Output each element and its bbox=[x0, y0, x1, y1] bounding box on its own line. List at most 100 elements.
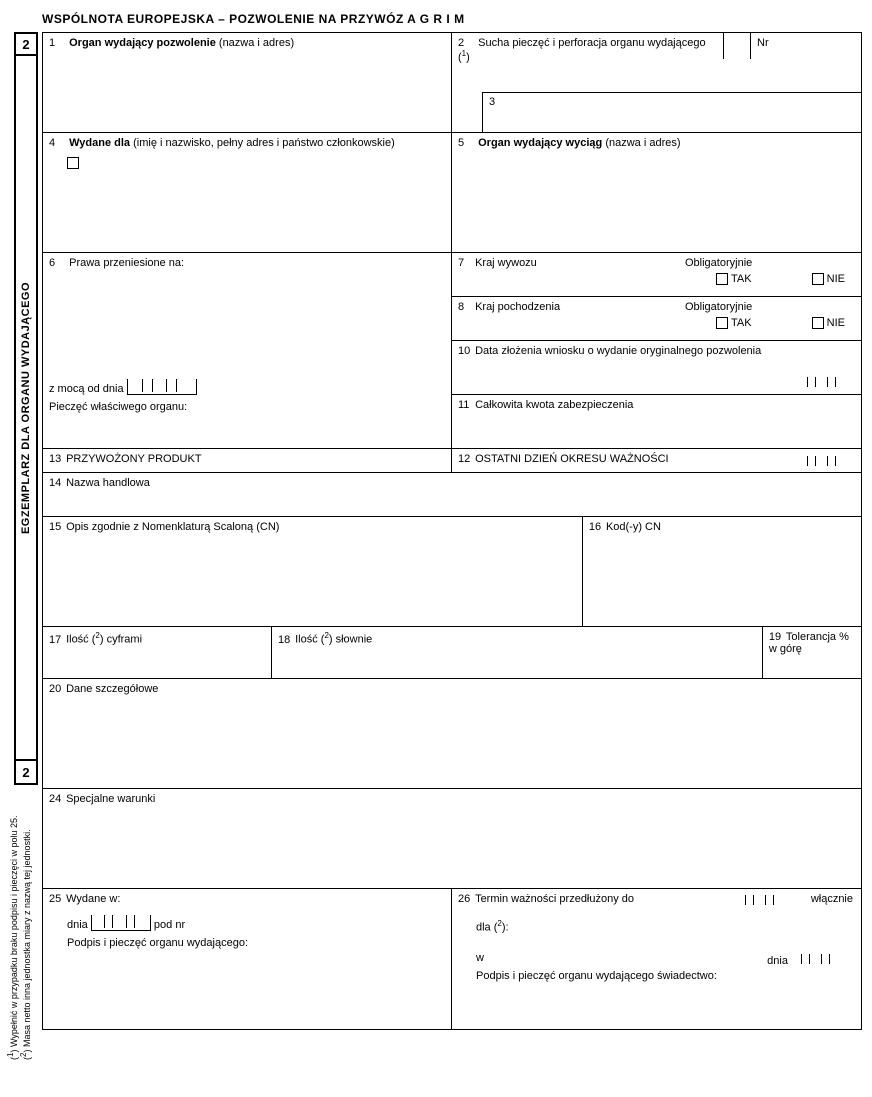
box-15-label: Opis zgodnie z Nomenklaturą Scaloną (CN) bbox=[66, 521, 279, 533]
box-7-num: 7 bbox=[458, 257, 472, 269]
form-container: 2 EGZEMPLARZ DLA ORGANU WYDAJĄCEGO 2 1 O… bbox=[10, 32, 862, 1030]
box-7-tak-checkbox[interactable] bbox=[716, 273, 728, 285]
box-25-label: Wydane w: bbox=[66, 893, 120, 905]
box-17-label-pre: Ilość ( bbox=[66, 634, 95, 646]
box-8-nie-checkbox[interactable] bbox=[812, 317, 824, 329]
box-4-label: Wydane dla bbox=[69, 137, 130, 149]
box-25: 25 Wydane w: dnia pod nr Podpis i pieczę… bbox=[43, 889, 452, 1029]
box-6-stamp: Pieczęć właściwego organu: bbox=[49, 401, 445, 413]
box-2-label-end: ) bbox=[466, 52, 470, 64]
box-1-num: 1 bbox=[49, 37, 63, 49]
box-11-label: Całkowita kwota zabezpieczenia bbox=[475, 399, 633, 411]
box-2-stampbox bbox=[723, 33, 751, 59]
box-11-num: 11 bbox=[458, 399, 472, 411]
box-12-num: 12 bbox=[458, 453, 472, 465]
box-1-sub: (nazwa i adres) bbox=[219, 37, 294, 49]
box-11: 11 Całkowita kwota zabezpieczenia bbox=[452, 395, 861, 449]
box-12-label: OSTATNI DZIEŃ OKRESU WAŻNOŚCI bbox=[475, 453, 669, 465]
box-26-label: Termin ważności przedłużony do bbox=[475, 893, 634, 905]
box-25-date-ticks[interactable] bbox=[91, 915, 151, 931]
footnote-2: (2) Masa netto inna jednostka miary z na… bbox=[19, 816, 32, 1061]
box-14-label: Nazwa handlowa bbox=[66, 477, 150, 489]
box-4-checkbox[interactable] bbox=[67, 157, 79, 169]
box-26-sig: Podpis i pieczęć organu wydającego świad… bbox=[476, 970, 855, 982]
box-16: 16 Kod(-y) CN bbox=[583, 517, 861, 627]
box-25-num: 25 bbox=[49, 893, 63, 905]
box-14: 14 Nazwa handlowa bbox=[43, 473, 861, 517]
box-18-num: 18 bbox=[278, 634, 292, 646]
box-7: 7 Kraj wywozu Obligatoryjnie TAK NIE bbox=[452, 253, 861, 297]
box-13-num: 13 bbox=[49, 453, 63, 465]
box-12-date-ticks[interactable] bbox=[797, 454, 853, 466]
box-7-tak: TAK bbox=[731, 273, 752, 285]
box-6-date-ticks[interactable] bbox=[127, 379, 197, 395]
box-26-dnia: dnia bbox=[767, 955, 788, 967]
box-8-num: 8 bbox=[458, 301, 472, 313]
box-8: 8 Kraj pochodzenia Obligatoryjnie TAK NI… bbox=[452, 297, 861, 341]
box-12: 12 OSTATNI DZIEŃ OKRESU WAŻNOŚCI bbox=[452, 449, 861, 473]
box-10-num: 10 bbox=[458, 345, 472, 357]
box-26-date-ticks-1[interactable] bbox=[735, 893, 791, 905]
side-number-bottom: 2 bbox=[14, 761, 38, 785]
box-13-label: PRZYWOŻONY PRODUKT bbox=[66, 453, 201, 465]
box-15: 15 Opis zgodnie z Nomenklaturą Scaloną (… bbox=[43, 517, 583, 627]
box-2-label: Sucha pieczęć i perforacja organu wydają… bbox=[458, 37, 706, 64]
box-7-nie: NIE bbox=[827, 273, 845, 285]
box-5-num: 5 bbox=[458, 137, 472, 149]
box-25-podnr: pod nr bbox=[154, 919, 185, 931]
box-6-label: Prawa przeniesione na: bbox=[69, 257, 184, 269]
box-2: 2 Sucha pieczęć i perforacja organu wyda… bbox=[452, 33, 723, 91]
box-2-num: 2 bbox=[458, 37, 472, 49]
box-10: 10 Data złożenia wniosku o wydanie orygi… bbox=[452, 341, 861, 395]
box-10-date-ticks[interactable] bbox=[797, 375, 853, 387]
box-7-label: Kraj wywozu bbox=[475, 257, 537, 269]
box-18-label-post: ) słownie bbox=[329, 634, 372, 646]
box-17: 17 Ilość (2) cyframi bbox=[43, 627, 272, 679]
footnotes: (1) Wypełnić w przypadku braku podpisu i… bbox=[6, 816, 32, 1061]
box-17-num: 17 bbox=[49, 634, 63, 646]
side-vertical-label: EGZEMPLARZ DLA ORGANU WYDAJĄCEGO bbox=[20, 281, 32, 533]
side-number-top: 2 bbox=[14, 32, 38, 56]
box-8-oblig: Obligatoryjnie bbox=[685, 301, 855, 313]
box-8-tak: TAK bbox=[731, 317, 752, 329]
box-26-num: 26 bbox=[458, 893, 472, 905]
box-5: 5 Organ wydający wyciąg (nazwa i adres) bbox=[452, 133, 861, 253]
box-1-label: Organ wydający pozwolenie bbox=[69, 37, 216, 49]
box-20-num: 20 bbox=[49, 683, 63, 695]
box-2-3-wrap: 2 Sucha pieczęć i perforacja organu wyda… bbox=[452, 33, 861, 133]
box-25-sig: Podpis i pieczęć organu wydającego: bbox=[67, 937, 445, 949]
box-7-nie-checkbox[interactable] bbox=[812, 273, 824, 285]
box-6-num: 6 bbox=[49, 257, 63, 269]
side-vertical-label-box: EGZEMPLARZ DLA ORGANU WYDAJĄCEGO bbox=[14, 56, 38, 761]
document-title: WSPÓLNOTA EUROPEJSKA – POZWOLENIE NA PRZ… bbox=[42, 12, 862, 26]
box-19-num: 19 bbox=[769, 631, 783, 643]
box-5-label: Organ wydający wyciąg bbox=[478, 137, 602, 149]
form-main: 1 Organ wydający pozwolenie (nazwa i adr… bbox=[42, 32, 862, 1030]
box-26-dla-pre: dla ( bbox=[476, 922, 497, 934]
box-2-nr: Nr bbox=[751, 33, 861, 59]
box-13: 13 PRZYWOŻONY PRODUKT bbox=[43, 449, 452, 473]
box-20: 20 Dane szczegółowe bbox=[43, 679, 861, 789]
box-24-label: Specjalne warunki bbox=[66, 793, 155, 805]
box-26-date-ticks-2[interactable] bbox=[791, 952, 847, 964]
box-7-oblig: Obligatoryjnie bbox=[685, 257, 855, 269]
box-26-dla-post: ): bbox=[502, 922, 509, 934]
box-8-label: Kraj pochodzenia bbox=[475, 301, 560, 313]
box-2-nr-label: Nr bbox=[757, 37, 769, 49]
box-26: 26 Termin ważności przedłużony do włączn… bbox=[452, 889, 861, 1029]
box-4-num: 4 bbox=[49, 137, 63, 149]
box-4: 4 Wydane dla (imię i nazwisko, pełny adr… bbox=[43, 133, 452, 253]
box-17-label-post: ) cyframi bbox=[100, 634, 142, 646]
box-10-label: Data złożenia wniosku o wydanie oryginal… bbox=[475, 345, 761, 357]
box-8-tak-checkbox[interactable] bbox=[716, 317, 728, 329]
box-6-zmoc: z mocą od dnia bbox=[49, 383, 124, 395]
box-3-num: 3 bbox=[489, 96, 503, 108]
footnote-1: (1) Wypełnić w przypadku braku podpisu i… bbox=[6, 816, 19, 1061]
box-6: 6 Prawa przeniesione na: z mocą od dnia … bbox=[43, 253, 452, 449]
box-16-label: Kod(-y) CN bbox=[606, 521, 661, 533]
box-24: 24 Specjalne warunki bbox=[43, 789, 861, 889]
box-16-num: 16 bbox=[589, 521, 603, 533]
box-26-wlacznie: włącznie bbox=[811, 893, 853, 905]
box-1: 1 Organ wydający pozwolenie (nazwa i adr… bbox=[43, 33, 452, 133]
box-18-label-pre: Ilość ( bbox=[295, 634, 324, 646]
